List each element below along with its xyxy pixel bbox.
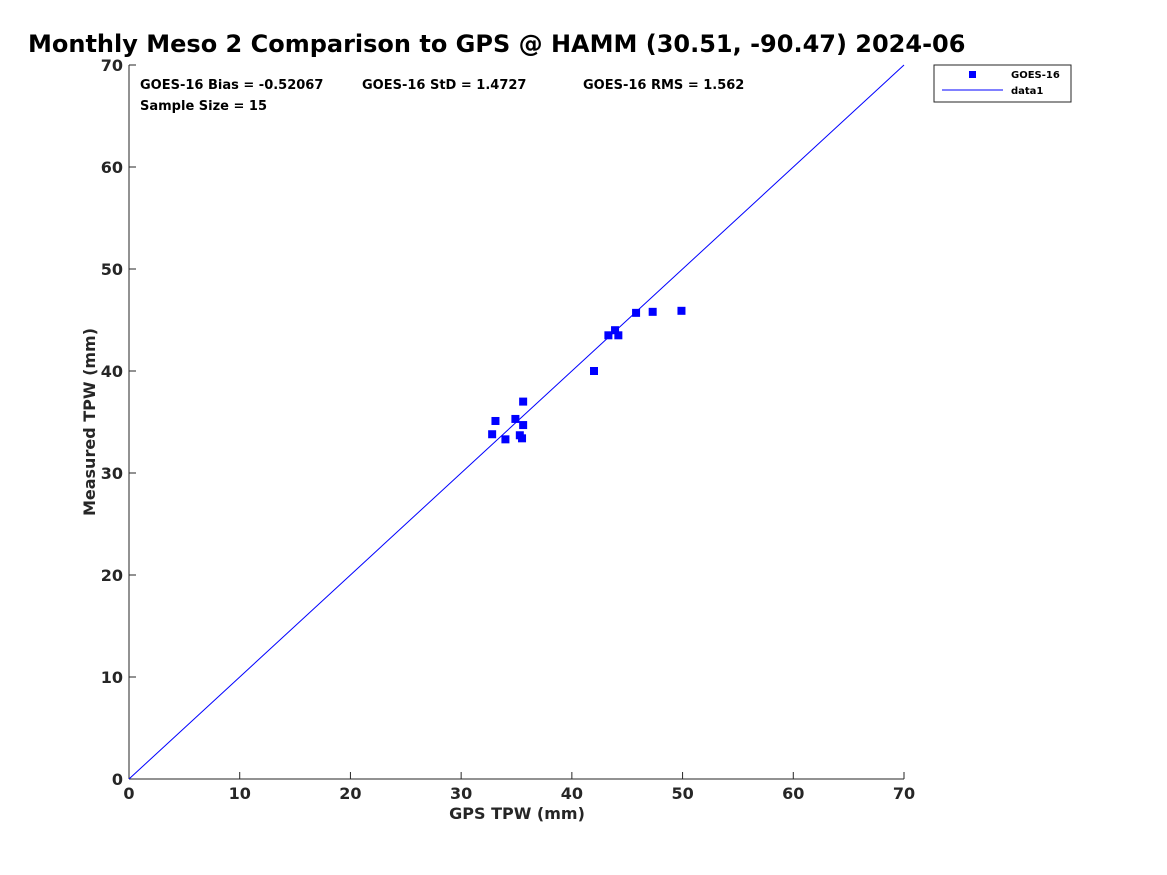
data-point xyxy=(488,430,497,439)
data-point xyxy=(614,331,623,340)
y-tick-label: 70 xyxy=(101,56,123,75)
stats-annotations: GOES-16 Bias = -0.52067 GOES-16 StD = 1.… xyxy=(140,78,744,114)
y-tick-label: 50 xyxy=(101,260,123,279)
data-point xyxy=(519,397,528,406)
legend-box xyxy=(933,64,1072,103)
x-tick-label: 40 xyxy=(561,784,583,803)
series-points xyxy=(488,306,686,444)
x-tick-label: 20 xyxy=(339,784,361,803)
data-point xyxy=(648,307,657,316)
sample-size-annotation: Sample Size = 15 xyxy=(140,99,267,114)
x-axis-ticks: 0 10 20 30 40 50 60 70 xyxy=(123,772,915,803)
y-tick-label: 10 xyxy=(101,668,123,687)
y-axis-label: Measured TPW (mm) xyxy=(80,328,99,516)
chart-title: Monthly Meso 2 Comparison to GPS @ HAMM … xyxy=(28,30,965,58)
y-tick-label: 60 xyxy=(101,158,123,177)
x-axis-label: GPS TPW (mm) xyxy=(449,804,585,823)
data-point xyxy=(518,434,527,443)
data-point xyxy=(491,416,500,425)
data-point xyxy=(590,367,598,375)
y-tick-label: 40 xyxy=(101,362,123,381)
data-point xyxy=(632,308,641,317)
legend-label-data1: data1 xyxy=(1011,86,1043,97)
legend: GOES-16 data1 xyxy=(933,64,1072,103)
y-axis-ticks: 0 10 20 30 40 50 60 70 xyxy=(101,56,136,789)
y-tick-label: 20 xyxy=(101,566,123,585)
bias-annotation: GOES-16 Bias = -0.52067 xyxy=(140,78,323,93)
x-tick-label: 70 xyxy=(893,784,915,803)
x-tick-label: 0 xyxy=(123,784,134,803)
data-point xyxy=(677,306,686,315)
x-tick-label: 30 xyxy=(450,784,472,803)
data-point xyxy=(511,414,520,423)
std-annotation: GOES-16 StD = 1.4727 xyxy=(362,78,526,93)
data-point xyxy=(611,326,620,335)
y-tick-label: 30 xyxy=(101,464,123,483)
data-point xyxy=(604,331,613,340)
x-tick-label: 10 xyxy=(229,784,251,803)
plot-area: 0 10 20 30 40 50 60 70 0 10 20 30 40 50 60 70 xyxy=(101,56,915,803)
legend-label-goes16: GOES-16 xyxy=(1011,70,1060,81)
y-tick-label: 0 xyxy=(112,770,123,789)
legend-marker-goes16 xyxy=(969,71,976,78)
x-tick-label: 50 xyxy=(671,784,693,803)
data-point xyxy=(519,421,528,430)
rms-annotation: GOES-16 RMS = 1.562 xyxy=(583,78,744,93)
x-tick-label: 60 xyxy=(782,784,804,803)
data-point xyxy=(501,435,510,444)
